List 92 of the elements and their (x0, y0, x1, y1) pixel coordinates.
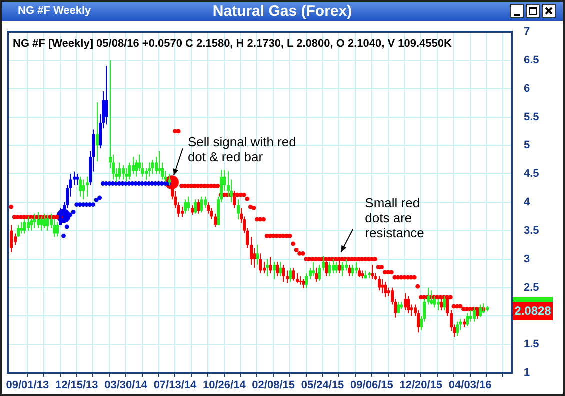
x-tick-label: 10/26/14 (202, 380, 247, 392)
candlestick (20, 222, 23, 234)
text: NG #F [Weekly] 05/08/16 +0.0570 C 2.1580, H 2.1730, L 2.0800, O 2.1040, V 109.4550K (13, 38, 452, 50)
candlestick (128, 162, 131, 180)
y-tick-label: 3.5 (524, 224, 540, 237)
candlestick (378, 276, 381, 292)
candlestick (407, 296, 410, 314)
candlestick (86, 176, 89, 198)
candlestick (73, 171, 76, 186)
candlestick (56, 222, 59, 238)
candlestick (250, 236, 253, 266)
x-tick-label: 05/24/15 (301, 380, 344, 392)
candlestick (351, 264, 354, 277)
y-tick-label: 5 (524, 140, 530, 152)
candlestick (76, 174, 79, 186)
candlestick (200, 196, 203, 214)
candlestick (273, 262, 276, 280)
candlestick (23, 219, 26, 234)
x-tick-label: 04/03/16 (448, 380, 492, 392)
candlestick (292, 267, 295, 282)
candlestick (194, 199, 197, 214)
candlestick (214, 213, 217, 228)
candlestick (276, 262, 279, 277)
candlestick (269, 256, 272, 274)
candlestick (151, 159, 154, 175)
candlestick (305, 273, 308, 289)
candlestick (348, 264, 351, 277)
candlestick (384, 282, 387, 298)
candlestick (282, 264, 285, 283)
annotation: 2.0828 (514, 304, 552, 318)
x-tick-label: 09/06/15 (350, 380, 394, 392)
candlestick (289, 267, 292, 283)
candlestick (446, 297, 449, 317)
text: NG #F Weekly (18, 5, 92, 17)
candlestick (358, 267, 361, 278)
y-tick-label: 6 (524, 82, 530, 95)
candlestick (82, 179, 85, 200)
x-tick-label: 03/30/14 (104, 380, 148, 392)
x-tick-label: 09/01/13 (6, 380, 50, 392)
candlestick (315, 267, 318, 283)
candlestick (341, 262, 344, 277)
candlestick (302, 278, 305, 289)
candlestick (371, 264, 374, 280)
candlestick (17, 224, 20, 238)
candlestick (14, 233, 17, 246)
y-tick-label: 4 (524, 196, 531, 209)
annotation: Small red dots are resistance (365, 195, 424, 240)
candlestick (466, 312, 469, 327)
y-tick-label: 6.5 (524, 54, 540, 66)
candlestick (253, 247, 256, 268)
candlestick (266, 258, 269, 277)
candlestick (187, 196, 190, 212)
candlestick (96, 102, 99, 162)
candlestick (237, 199, 240, 220)
candlestick (181, 206, 184, 218)
candlestick (191, 204, 194, 216)
chart-title: Natural Gas (Forex) (212, 3, 352, 20)
candlestick (184, 199, 187, 214)
y-tick-label: 3 (524, 253, 530, 266)
candlestick (279, 262, 282, 277)
y-tick-label: 7 (524, 26, 530, 38)
candlestick (132, 156, 135, 175)
candlestick (204, 196, 207, 209)
x-tick-label: 12/20/15 (400, 380, 443, 392)
candlestick (118, 162, 121, 180)
candlestick (335, 262, 338, 274)
candlestick (328, 262, 331, 277)
candlestick (122, 165, 125, 180)
candlestick (479, 304, 482, 318)
candlestick (79, 176, 82, 198)
candlestick (135, 159, 138, 178)
candlestick (312, 262, 315, 277)
candlestick (10, 224, 13, 254)
candlestick (456, 321, 459, 337)
candlestick (256, 244, 259, 266)
x-tick-label: 07/13/14 (154, 380, 198, 392)
candlestick (397, 301, 400, 314)
y-tick-label: 4.5 (524, 168, 540, 180)
y-tick-label: 1.5 (524, 338, 540, 351)
y-tick-label: 1 (524, 367, 530, 380)
annotation: Sell signal with red dot & red bar (188, 134, 296, 165)
candlestick (296, 273, 299, 284)
candlestick (404, 292, 407, 311)
candlestick (259, 253, 262, 274)
candlestick (105, 66, 108, 126)
x-tick-label: 02/08/15 (252, 380, 295, 392)
y-tick-label: 5.5 (524, 111, 540, 124)
candlestick (318, 264, 321, 282)
candlestick (381, 278, 384, 294)
x-tick-label: 12/15/13 (55, 380, 98, 392)
y-tick-label: 2.5 (524, 282, 540, 294)
candlestick (197, 199, 200, 214)
